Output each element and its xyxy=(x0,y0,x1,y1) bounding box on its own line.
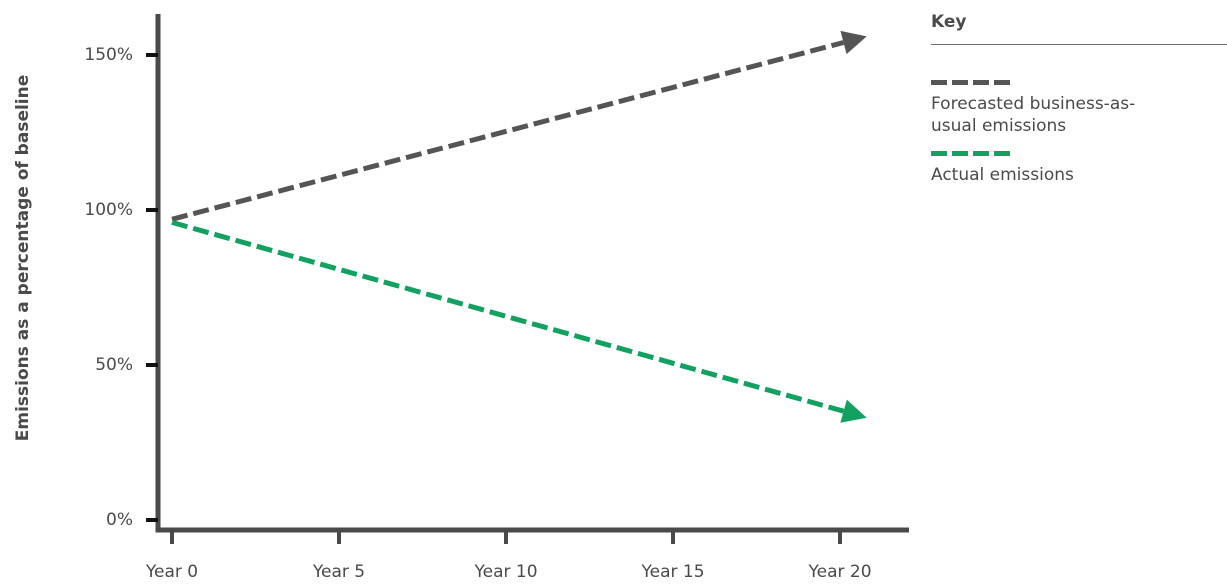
x-tick-label: Year 0 xyxy=(145,562,198,582)
legend-label-actual: Actual emissions xyxy=(931,165,1074,185)
series-arrowhead-0 xyxy=(840,30,867,55)
y-tick-label: 0% xyxy=(106,510,133,530)
legend-title: Key xyxy=(931,12,967,32)
legend-swatch-forecast xyxy=(931,80,1011,85)
x-tick-label: Year 5 xyxy=(312,562,365,582)
legend-divider xyxy=(931,44,1227,45)
series-line-1 xyxy=(171,219,845,414)
x-tick-label: Year 20 xyxy=(807,562,871,582)
legend: Key Forecasted business-as-usual emissio… xyxy=(931,10,1227,200)
legend-label-forecast: Forecasted business-as-usual emissions xyxy=(931,94,1136,136)
series-arrowhead-1 xyxy=(840,399,867,423)
series-line-0 xyxy=(171,40,845,222)
legend-item-actual: Actual emissions xyxy=(931,151,1227,186)
x-tick-label: Year 10 xyxy=(473,562,537,582)
x-tick-label: Year 15 xyxy=(640,562,704,582)
y-tick-label: 100% xyxy=(84,200,133,220)
y-axis-title: Emissions as a percentage of baseline xyxy=(13,75,33,442)
legend-swatch-actual xyxy=(931,151,1011,156)
y-tick-label: 150% xyxy=(84,45,133,65)
legend-item-forecast: Forecasted business-as-usual emissions xyxy=(931,80,1227,137)
y-tick-label: 50% xyxy=(95,355,133,375)
